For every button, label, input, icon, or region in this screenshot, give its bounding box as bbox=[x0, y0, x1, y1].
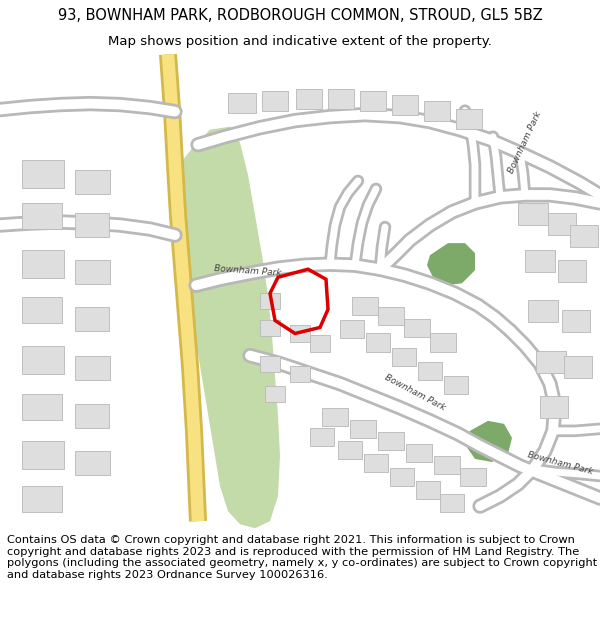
Bar bbox=[404, 319, 430, 338]
Bar bbox=[558, 260, 586, 282]
Bar bbox=[434, 456, 460, 474]
Bar bbox=[340, 321, 364, 339]
Bar bbox=[360, 91, 386, 111]
Bar bbox=[265, 386, 285, 402]
Bar bbox=[564, 356, 592, 377]
Bar bbox=[430, 334, 456, 351]
Bar bbox=[290, 326, 310, 341]
Bar bbox=[75, 308, 109, 331]
Bar bbox=[366, 334, 390, 351]
Bar bbox=[22, 394, 62, 420]
Bar bbox=[540, 396, 568, 418]
Bar bbox=[570, 225, 598, 247]
Bar bbox=[444, 376, 468, 394]
Bar bbox=[424, 101, 450, 121]
Bar bbox=[406, 444, 432, 462]
Bar bbox=[310, 336, 330, 351]
Bar bbox=[518, 203, 548, 225]
Bar bbox=[260, 293, 280, 309]
Bar bbox=[22, 486, 62, 512]
Bar bbox=[548, 213, 576, 235]
Bar bbox=[22, 298, 62, 323]
Bar bbox=[22, 250, 64, 278]
Bar bbox=[328, 89, 354, 109]
Polygon shape bbox=[427, 243, 475, 285]
Text: Contains OS data © Crown copyright and database right 2021. This information is : Contains OS data © Crown copyright and d… bbox=[7, 535, 598, 580]
Bar bbox=[75, 356, 110, 379]
Bar bbox=[338, 441, 362, 459]
Bar bbox=[392, 348, 416, 366]
Text: Bownham Park: Bownham Park bbox=[526, 450, 594, 476]
Bar bbox=[22, 346, 64, 374]
Bar bbox=[75, 170, 110, 194]
Bar bbox=[390, 468, 414, 486]
Text: Map shows position and indicative extent of the property.: Map shows position and indicative extent… bbox=[108, 35, 492, 48]
Bar bbox=[416, 481, 440, 499]
Bar bbox=[75, 213, 109, 237]
Bar bbox=[418, 362, 442, 379]
Bar bbox=[562, 311, 590, 332]
Bar bbox=[536, 351, 566, 372]
Bar bbox=[260, 356, 280, 372]
Polygon shape bbox=[466, 421, 512, 462]
Bar bbox=[525, 250, 555, 272]
Text: 93, BOWNHAM PARK, RODBOROUGH COMMON, STROUD, GL5 5BZ: 93, BOWNHAM PARK, RODBOROUGH COMMON, STR… bbox=[58, 8, 542, 22]
Bar bbox=[310, 428, 334, 446]
Bar bbox=[460, 468, 486, 486]
Bar bbox=[378, 432, 404, 450]
Bar bbox=[75, 404, 109, 428]
Bar bbox=[296, 89, 322, 109]
Bar bbox=[392, 94, 418, 114]
Text: Bownham Park: Bownham Park bbox=[214, 264, 282, 278]
Bar bbox=[260, 321, 280, 336]
Bar bbox=[22, 441, 64, 469]
Bar bbox=[440, 494, 464, 512]
Bar bbox=[262, 91, 288, 111]
Text: Bownham Park: Bownham Park bbox=[383, 373, 447, 413]
Bar bbox=[528, 301, 558, 322]
Bar bbox=[22, 160, 64, 188]
Text: Bownham Park: Bownham Park bbox=[506, 110, 544, 175]
Bar bbox=[228, 92, 256, 112]
Bar bbox=[22, 203, 62, 229]
Bar bbox=[378, 308, 404, 326]
Bar bbox=[290, 366, 310, 382]
Bar bbox=[456, 109, 482, 129]
Bar bbox=[350, 420, 376, 438]
Polygon shape bbox=[180, 127, 280, 528]
Bar bbox=[75, 260, 110, 284]
Bar bbox=[322, 408, 348, 426]
Bar bbox=[352, 298, 378, 316]
Bar bbox=[75, 451, 110, 475]
Bar bbox=[364, 454, 388, 472]
